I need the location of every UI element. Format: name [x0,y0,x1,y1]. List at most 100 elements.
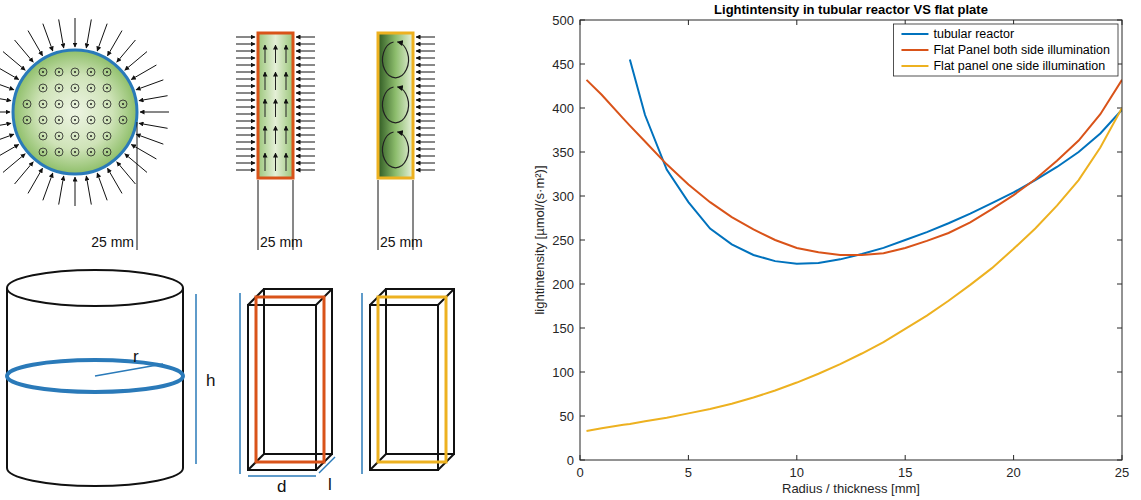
flow-symbol [71,132,79,140]
light-arrow [296,149,315,150]
flow-symbol-dot [58,119,60,121]
light-arrow [97,173,107,200]
y-tick [580,196,585,197]
flow-symbol [103,116,111,124]
light-arrow [296,114,315,115]
flow-symbol-dot [58,151,60,153]
light-arrow [43,173,53,200]
thickness-label: d [277,477,286,496]
flow-symbol [55,100,63,108]
light-arrow [416,107,435,108]
light-arrow [296,37,315,38]
y-tick-label: 250 [552,233,574,248]
x-tick [1013,455,1014,460]
flow-symbol-dot [106,103,108,105]
height-line [239,293,241,474]
light-arrow [86,176,91,205]
cylinder-section [7,360,183,392]
light-arrow [416,163,435,164]
y-tick-label: 150 [552,321,574,336]
light-arrow [296,170,315,171]
flow-symbol [23,100,31,108]
y-tick [580,328,585,329]
y-tick [1117,152,1122,153]
flow-symbol [71,100,79,108]
light-arrow [416,65,435,66]
legend-label: Flat Panel both side illumination [933,43,1110,57]
y-tick-label: 500 [552,13,574,28]
flow-symbol [119,116,127,124]
light-arrow [296,121,315,122]
x-tick [688,20,689,25]
light-arrow [236,44,255,45]
diagram: 25 mm25 mm25 mmrhdl [0,18,454,496]
light-arrow [236,128,255,129]
cylinder-top [7,270,183,306]
light-arrow [416,114,435,115]
legend-label: Flat panel one side illumination [933,59,1105,73]
legend-box [893,24,1118,76]
flow-arrow [265,45,266,63]
flow-symbol-dot [26,119,28,121]
flow-arrow [275,126,276,144]
figure: 25 mm25 mm25 mmrhdl051015202505010015020… [0,0,1141,500]
y-tick [580,108,585,109]
box-back [264,289,332,454]
flow-symbol [55,84,63,92]
length-line [319,457,335,473]
light-arrow [86,19,91,48]
box-section [256,297,324,462]
light-arrow [108,168,123,193]
flow-arrow [265,99,266,117]
flow-symbol-dot [42,71,44,73]
y-tick-label: 50 [560,409,574,424]
flow-symbol [39,68,47,76]
light-arrow [125,154,147,173]
y-tick-label: 300 [552,189,574,204]
box-front [370,305,438,470]
flow-arrow [265,153,266,171]
flow-symbol-dot [106,135,108,137]
light-arrow [296,107,315,108]
light-arrow [296,72,315,73]
light-arrow [416,142,435,143]
light-arrow [236,149,255,150]
y-tick [1117,416,1122,417]
flow-arrow [265,126,266,144]
box-front [248,305,316,470]
flow-symbol [103,84,111,92]
chart-title: Lightintensity in tubular reactor VS fla… [714,2,988,17]
flow-symbol-dot [42,151,44,153]
flow-symbol-dot [74,119,76,121]
light-arrow [140,112,169,113]
light-arrow [416,79,435,80]
dimension-label: 25 mm [380,234,423,250]
light-arrow [296,156,315,157]
flow-arrow [286,99,287,117]
y-axis-title: lightintensity [µmol/(s·m²)] [532,165,547,314]
light-arrow [236,100,255,101]
light-arrow [416,135,435,136]
flow-symbol [103,68,111,76]
x-tick-label: 25 [1115,465,1129,480]
light-arrow [15,162,34,184]
light-arrow [236,170,255,171]
x-tick-label: 15 [898,465,912,480]
x-tick-label: 5 [685,465,692,480]
flow-symbol [71,68,79,76]
light-arrow [416,100,435,101]
light-arrow [416,44,435,45]
flow-symbol-dot [90,87,92,89]
light-arrow [296,163,315,164]
light-arrow [296,79,315,80]
light-arrow [117,40,136,62]
flow-symbol-dot [26,103,28,105]
light-arrow [416,149,435,150]
flow-symbol [103,132,111,140]
series-line [587,108,1123,431]
light-arrow [0,65,19,80]
flow-symbol [39,100,47,108]
light-arrow [236,58,255,59]
flow-symbol [55,116,63,124]
tube-section [13,50,137,174]
